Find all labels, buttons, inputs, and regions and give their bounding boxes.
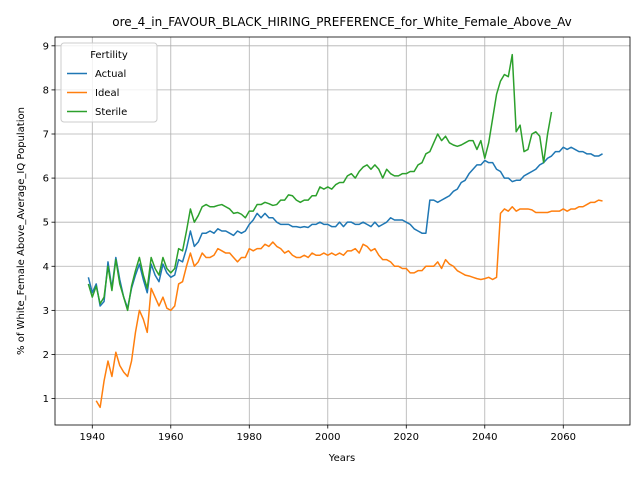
y-tick-label: 3	[43, 306, 49, 317]
x-tick-label: 1960	[158, 432, 183, 443]
x-tick-label: 2000	[315, 432, 340, 443]
legend-box	[60, 42, 158, 123]
x-tick-label: 1940	[80, 432, 105, 443]
y-tick-label: 4	[43, 262, 49, 273]
x-tick-label: 1980	[237, 432, 262, 443]
chart-title: ore_4_in_FAVOUR_BLACK_HIRING_PREFERENCE_…	[112, 15, 571, 29]
y-tick-label: 1	[43, 394, 49, 405]
y-tick-label: 7	[43, 130, 49, 141]
y-tick-label: 8	[43, 85, 49, 96]
y-tick-label: 2	[43, 350, 49, 361]
data-line	[95, 199, 603, 409]
data-line	[87, 53, 553, 312]
x-axis-label: Years	[328, 453, 355, 464]
legend-title: Fertility	[90, 50, 128, 61]
x-tick-label: 2020	[394, 432, 419, 443]
y-tick-label: 9	[43, 41, 49, 52]
legend-label: Ideal	[95, 88, 119, 99]
legend-label: Sterile	[95, 107, 127, 118]
legend: Fertility Actual Ideal Sterile	[60, 42, 158, 123]
x-tick-label: 2060	[551, 432, 576, 443]
legend-label: Actual	[95, 69, 126, 80]
y-tick-label: 5	[43, 218, 49, 229]
data-line	[87, 146, 603, 309]
x-tick-label: 2040	[472, 432, 497, 443]
y-tick-label: 6	[43, 174, 49, 185]
y-axis-label: % of White_Female Above_Average_IQ Popul…	[16, 107, 27, 355]
plot-frame	[54, 36, 631, 426]
